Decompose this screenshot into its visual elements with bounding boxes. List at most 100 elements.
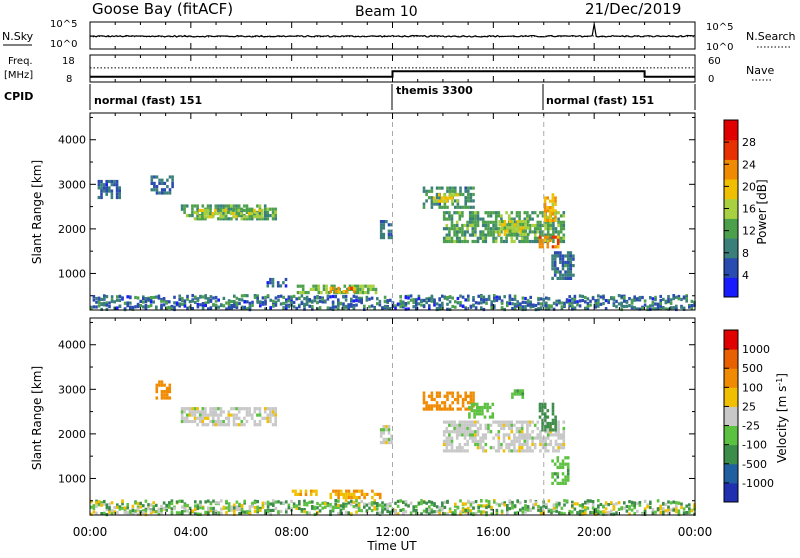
velocity-cell: [266, 419, 270, 424]
velocity-cell: [160, 390, 164, 394]
power-cell: [240, 212, 243, 216]
velocity-cell: [227, 419, 231, 424]
velocity-cell: [559, 465, 562, 469]
power-cell: [515, 214, 519, 218]
freq-left-label-2: [MHz]: [4, 70, 33, 81]
power-ground-cell: [578, 304, 582, 308]
power-cell: [543, 235, 547, 239]
power-cell: [484, 223, 488, 228]
velocity-ground-cell: [227, 502, 231, 506]
velocity-cell: [180, 416, 184, 420]
velocity-ground-cell: [688, 507, 691, 511]
velocity-ground-cell: [552, 506, 556, 510]
velocity-cell: [160, 383, 164, 387]
velocity-cell: [533, 436, 537, 440]
velocity-ground-cell: [602, 510, 605, 514]
velocity-ground-cell: [368, 506, 371, 510]
velocity-cell: [427, 404, 431, 408]
velocity-cell: [488, 415, 492, 419]
velocity-ground-cell: [560, 511, 564, 515]
velocity-ground-cell: [155, 503, 158, 507]
power-cell: [536, 227, 540, 231]
velocity-cell: [484, 433, 488, 437]
power-ground-cell: [680, 305, 683, 309]
power-ground-cell: [363, 304, 366, 308]
velocity-ground-cell: [212, 499, 215, 503]
velocity-ground-cell: [170, 499, 174, 503]
power-cell: [455, 230, 459, 234]
power-cell: [224, 208, 228, 212]
velocity-cell: [155, 396, 159, 400]
power-cell: [556, 238, 560, 242]
velocity-ground-cell: [373, 505, 376, 509]
power-cell: [518, 211, 521, 215]
velocity-ground-cell: [311, 506, 314, 510]
power-ground-cell: [264, 295, 267, 299]
power-colorbar-label: 24: [742, 158, 756, 171]
velocity-ground-cell: [207, 499, 210, 503]
power-cell: [561, 257, 565, 261]
velocity-ground-cell: [243, 510, 246, 514]
power-ground-cell: [110, 295, 114, 299]
velocity-cell: [209, 419, 212, 424]
power-ground-cell: [415, 307, 418, 311]
power-cell: [481, 239, 485, 244]
velocity-cell: [458, 426, 462, 431]
velocity-ground-cell: [199, 512, 202, 516]
velocity-ground-cell: [298, 502, 301, 506]
velocity-cell: [352, 492, 356, 496]
velocity-cell: [256, 423, 259, 427]
velocity-ground-cell: [220, 499, 223, 503]
velocity-ground-cell: [266, 503, 270, 507]
velocity-cell: [198, 419, 202, 424]
power-cell: [531, 217, 534, 221]
velocity-cell: [502, 436, 506, 440]
velocity-cell: [315, 492, 318, 496]
velocity-cell: [518, 389, 522, 393]
power-cell: [271, 217, 275, 221]
velocity-ground-cell: [477, 506, 480, 510]
x-tick-label: 00:00: [678, 525, 713, 539]
power-cell: [546, 242, 550, 246]
velocity-ground-cell: [295, 504, 298, 508]
velocity-ground-cell: [329, 512, 332, 516]
velocity-ground-cell: [547, 507, 551, 512]
power-cell: [155, 185, 159, 189]
velocity-ground-cell: [649, 505, 652, 510]
power-ground-cell: [352, 299, 356, 303]
power-cell: [171, 178, 174, 182]
velocity-ground-cell: [643, 512, 647, 516]
velocity-cell: [258, 423, 262, 427]
power-ground-cell: [311, 307, 314, 311]
power-cell: [549, 238, 552, 242]
velocity-ground-cell: [344, 510, 348, 514]
power-cell: [551, 235, 555, 239]
power-ground-cell: [630, 301, 634, 305]
velocity-cell: [484, 449, 488, 453]
power-ground-cell: [669, 301, 673, 305]
velocity-cell: [445, 446, 449, 450]
power-cell: [102, 189, 106, 193]
velocity-ground-cell: [555, 501, 558, 505]
power-ground-cell: [233, 294, 236, 298]
velocity-cell: [240, 419, 244, 424]
power-cell: [505, 239, 508, 244]
power-cell: [153, 181, 156, 185]
velocity-cell: [539, 449, 542, 453]
power-cell: [269, 277, 272, 282]
velocity-colorbar-label: 500: [742, 362, 763, 375]
power-cell: [224, 214, 228, 218]
velocity-cell: [382, 431, 386, 435]
power-cell: [543, 199, 547, 203]
velocity-ground-cell: [586, 501, 590, 505]
velocity-cell: [274, 419, 277, 424]
power-ground-cell: [181, 296, 184, 301]
velocity-cell: [492, 436, 495, 440]
power-cell: [572, 254, 575, 258]
power-cell: [487, 223, 490, 228]
velocity-ground-cell: [376, 502, 379, 506]
power-colorbar-label: Power [dB]: [755, 179, 769, 244]
power-cell: [464, 205, 467, 209]
velocity-cell: [274, 407, 277, 411]
power-ground-cell: [199, 294, 202, 298]
